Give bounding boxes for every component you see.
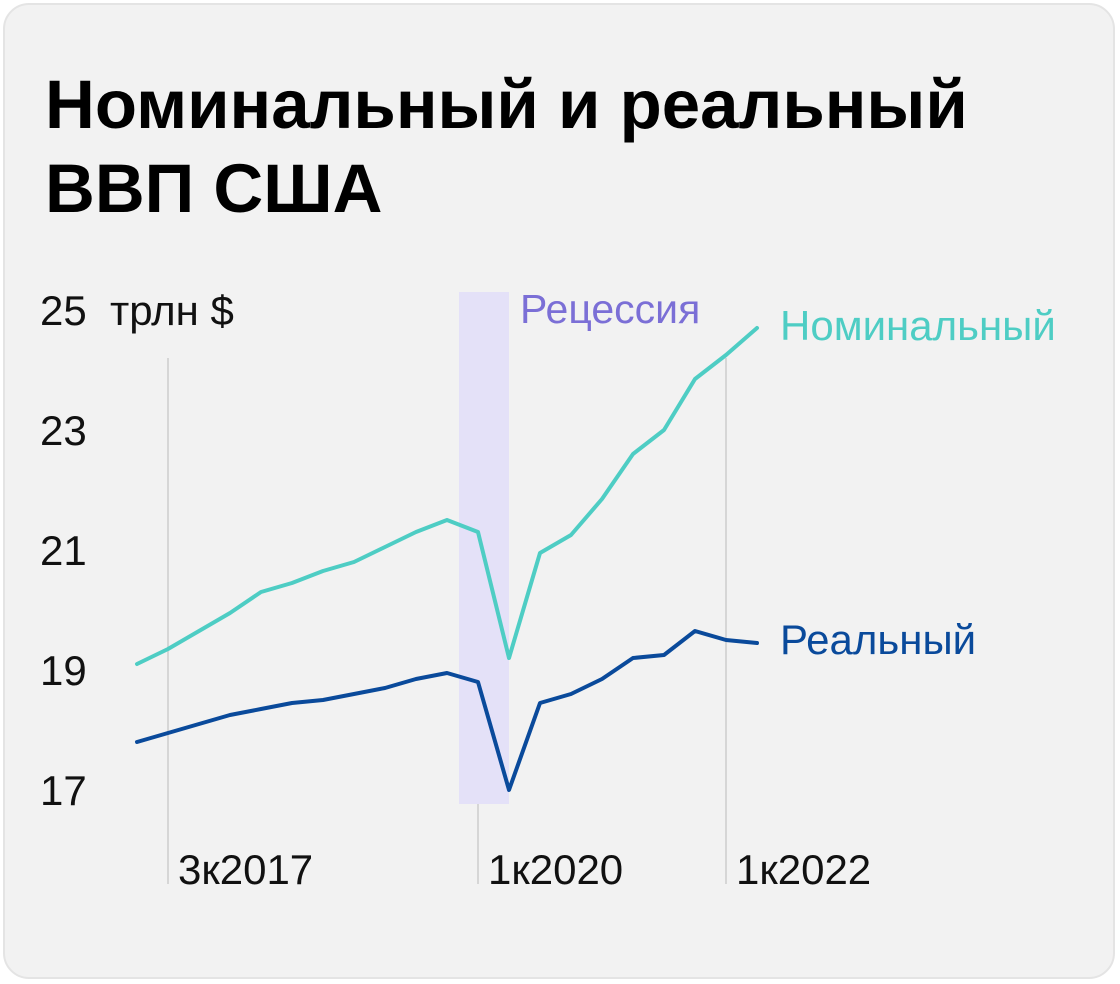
x-tick-label-2: 1к2022 [736,846,871,893]
y-tick-label-1: 23 [40,407,87,454]
y-tick-label-2: 21 [40,527,87,574]
x-tick-label-1: 1к2020 [488,846,623,893]
recession-label: Рецессия [520,286,700,332]
x-axis-ticks: 3к2017 1к2020 1к2022 [178,846,871,893]
y-tick-label-3: 19 [40,647,87,694]
y-axis-ticks: 25 23 21 19 17 [40,287,87,814]
x-gridlines [167,358,727,884]
series-label-1: Реальный [780,616,976,663]
series-label-0: Номинальный [780,302,1056,349]
x-tick-label-0: 3к2017 [178,846,313,893]
series-lines [135,326,759,792]
y-tick-label-0: 25 [40,287,87,334]
series-labels: Номинальный Реальный [780,302,1056,663]
chart-title: Номинальный и реальный ВВП США [45,66,968,227]
recession-band [459,292,509,804]
y-tick-label-4: 17 [40,767,87,814]
y-axis-unit-label: трлн $ [110,287,234,334]
series-line-0 [135,326,759,666]
chart-card: Номинальный и реальный ВВП США [3,3,1115,979]
series-line-1 [135,629,759,792]
